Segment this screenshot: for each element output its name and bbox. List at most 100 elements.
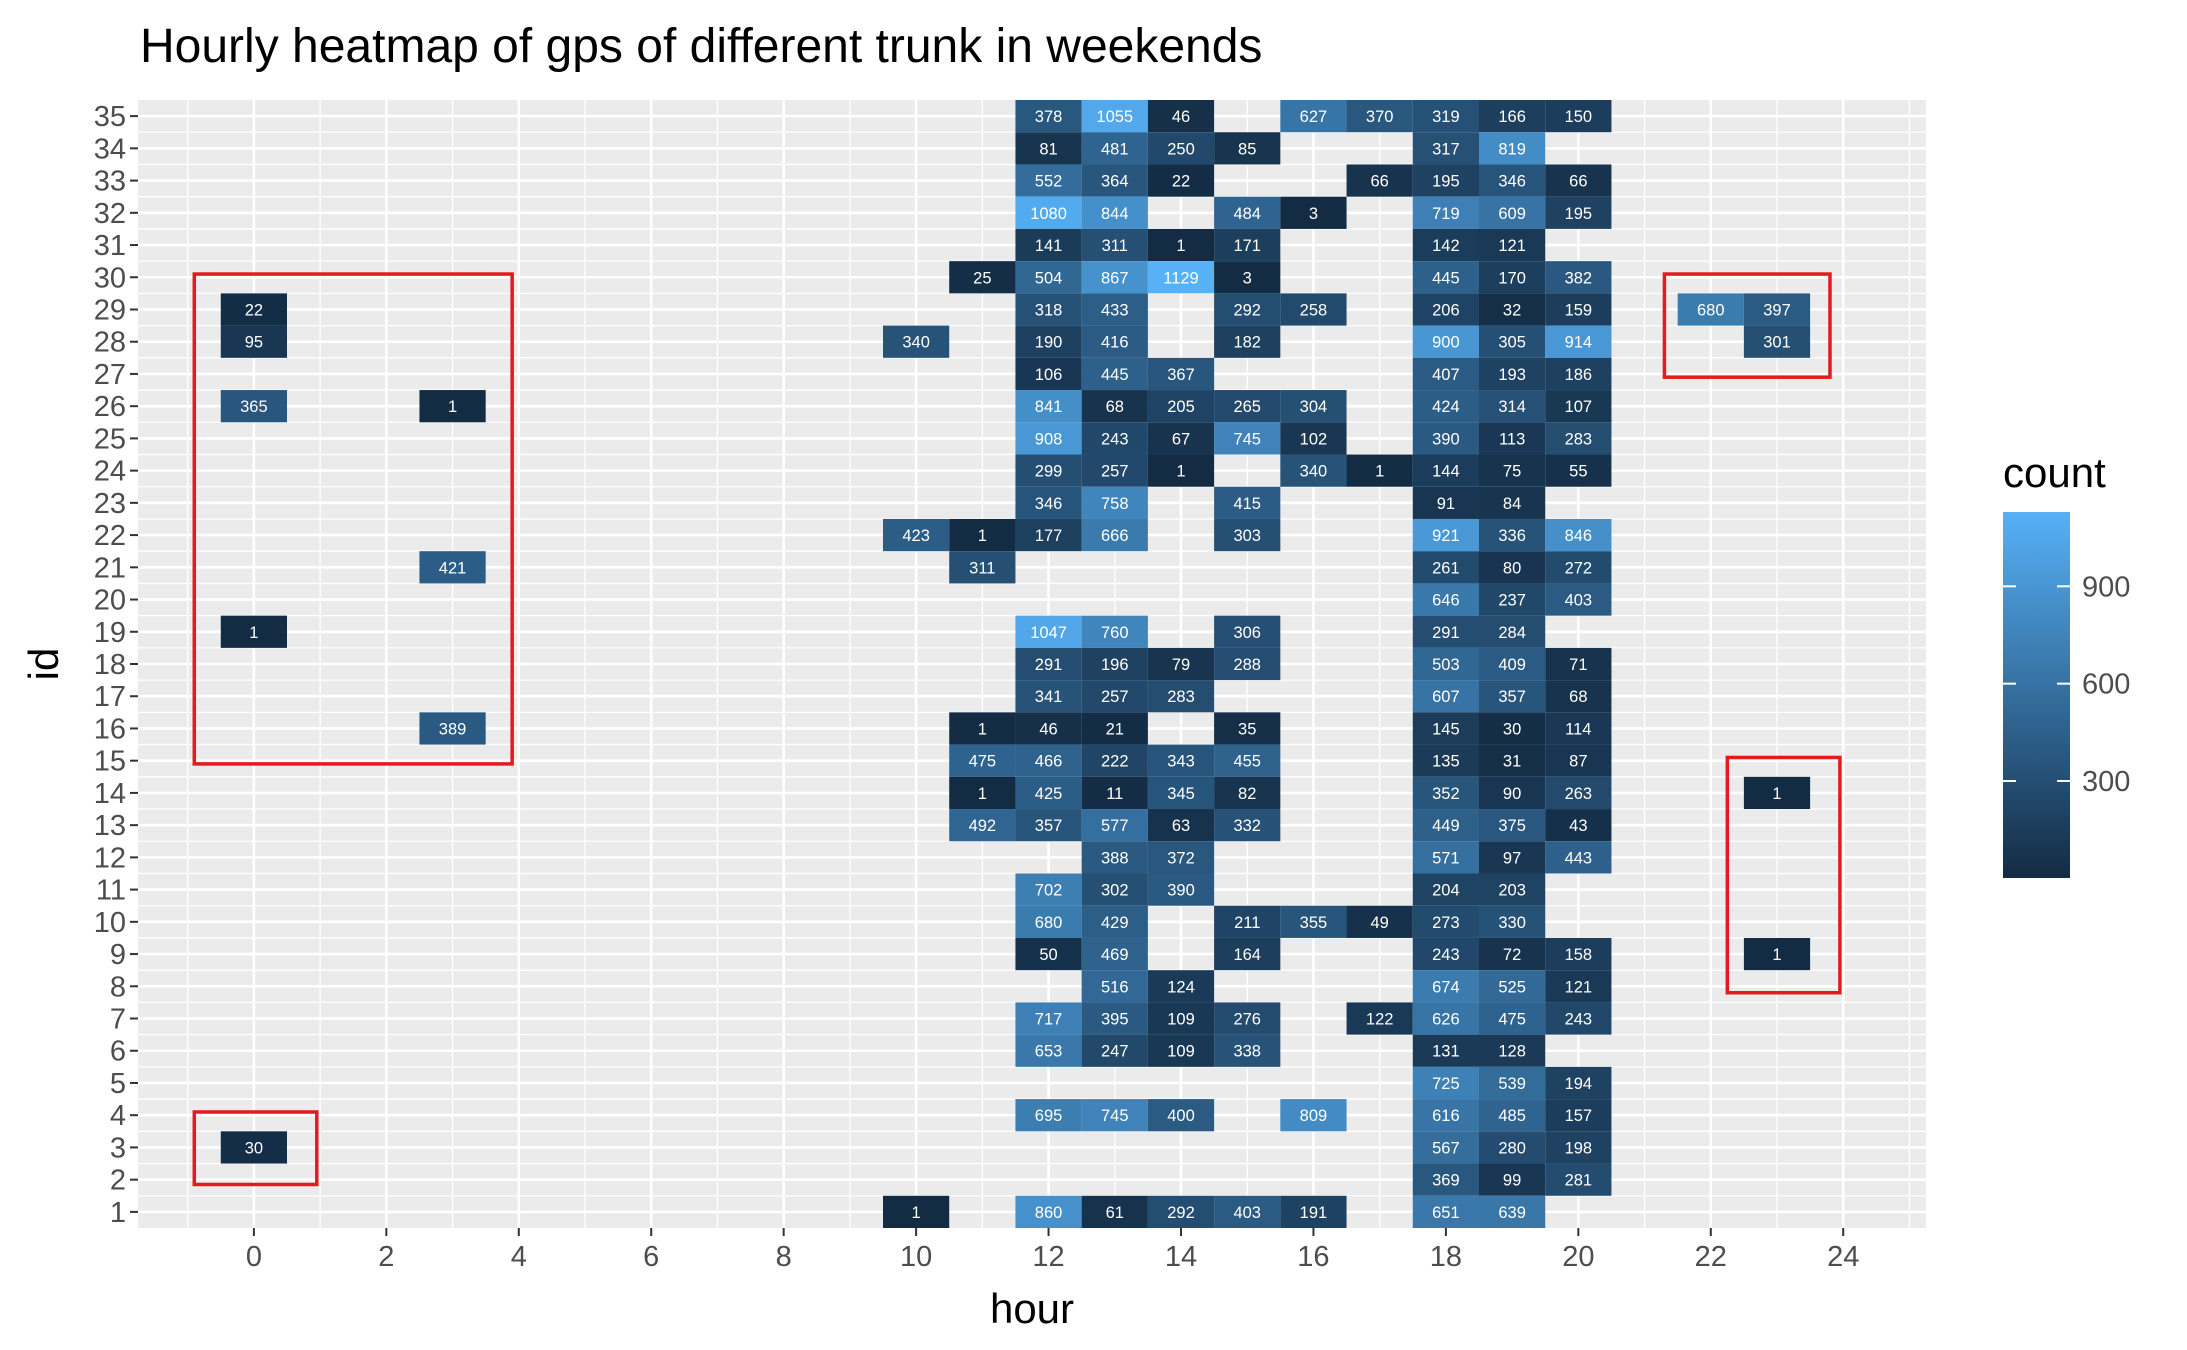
cell-value-label: 921: [1432, 527, 1460, 545]
legend-tick-label: 300: [2082, 766, 2130, 798]
heatmap-cell: [1412, 776, 1479, 810]
cell-value-label: 343: [1167, 753, 1195, 771]
heatmap-cell: [883, 518, 950, 552]
heatmap-cell: [1479, 357, 1546, 391]
cell-value-label: 193: [1498, 366, 1526, 384]
heatmap-cell: [1412, 228, 1479, 262]
heatmap-cell: [1147, 776, 1215, 810]
heatmap-cell: [1015, 357, 1082, 391]
heatmap-cell: [1346, 1002, 1413, 1035]
heatmap-cell: [1147, 647, 1215, 681]
heatmap-cell: [1545, 712, 1612, 745]
cell-value-label: 415: [1233, 495, 1261, 513]
heatmap-cell: [1545, 164, 1612, 197]
y-tick-label: 29: [94, 294, 126, 326]
heatmap-cell: [1412, 261, 1479, 294]
cell-value-label: 318: [1035, 301, 1063, 319]
cell-value-label: 97: [1503, 849, 1521, 867]
cell-value-label: 717: [1035, 1011, 1063, 1029]
cell-value-label: 66: [1370, 173, 1388, 191]
cell-value-label: 284: [1498, 624, 1526, 642]
cell-value-label: 203: [1498, 882, 1526, 900]
heatmap-cell: [949, 261, 1016, 294]
heatmap-cell: [1081, 486, 1148, 519]
cell-value-label: 198: [1565, 1139, 1593, 1157]
heatmap-cell: [1412, 551, 1479, 584]
cell-value-label: 292: [1167, 1204, 1195, 1222]
heatmap-cell: [1081, 454, 1148, 487]
cell-value-label: 492: [969, 817, 997, 835]
heatmap-cell: [1214, 518, 1281, 552]
cell-value-label: 455: [1233, 753, 1261, 771]
cell-value-label: 445: [1101, 366, 1129, 384]
heatmap-cell: [1147, 1099, 1215, 1132]
cell-value-label: 702: [1035, 882, 1063, 900]
y-tick-label: 32: [94, 198, 126, 230]
heatmap-cell: [1412, 937, 1479, 971]
heatmap-cell: [1346, 454, 1413, 487]
cell-value-label: 276: [1233, 1011, 1261, 1029]
heatmap-cell: [1412, 486, 1479, 519]
heatmap-cell: [1015, 1002, 1082, 1035]
heatmap-cell: [1479, 873, 1546, 906]
heatmap-cell: [1015, 422, 1082, 455]
cell-value-label: 352: [1432, 785, 1460, 803]
x-tick-label: 6: [643, 1241, 659, 1273]
heatmap-cell: [1545, 1131, 1612, 1164]
cell-value-label: 443: [1565, 849, 1593, 867]
heatmap-cell: [1479, 132, 1546, 165]
cell-value-label: 552: [1035, 173, 1063, 191]
cell-value-label: 1055: [1096, 108, 1133, 126]
cell-value-label: 841: [1035, 398, 1063, 416]
cell-value-label: 32: [1503, 301, 1521, 319]
cell-value-label: 1: [912, 1204, 921, 1222]
cell-value-label: 469: [1101, 946, 1129, 964]
cell-value-label: 99: [1503, 1172, 1521, 1190]
heatmap-cell: [1412, 615, 1479, 648]
cell-value-label: 1: [978, 527, 987, 545]
y-tick-label: 2: [110, 1165, 126, 1197]
cell-value-label: 164: [1233, 946, 1261, 964]
heatmap-cell: [419, 712, 486, 745]
heatmap-cell: [1214, 809, 1281, 842]
heatmap-cell: [1412, 583, 1479, 616]
heatmap-cell: [1015, 293, 1082, 326]
cell-value-label: 281: [1565, 1172, 1593, 1190]
heatmap-cell: [1147, 100, 1215, 133]
cell-value-label: 90: [1503, 785, 1521, 803]
cell-value-label: 745: [1233, 430, 1261, 448]
cell-value-label: 205: [1167, 398, 1195, 416]
heatmap-cell: [1214, 1195, 1281, 1228]
cell-value-label: 336: [1498, 527, 1526, 545]
y-tick-label: 22: [94, 520, 126, 552]
cell-value-label: 46: [1172, 108, 1190, 126]
cell-value-label: 22: [1172, 173, 1190, 191]
heatmap-cell: [1015, 390, 1082, 423]
heatmap-cell: [1015, 1195, 1082, 1228]
heatmap-cell: [1479, 647, 1546, 681]
cell-value-label: 195: [1432, 173, 1460, 191]
cell-value-label: 1: [1375, 463, 1384, 481]
y-tick-label: 17: [94, 681, 126, 713]
x-tick-label: 24: [1827, 1241, 1859, 1273]
heatmap-cell: [1214, 615, 1281, 648]
cell-value-label: 31: [1503, 753, 1521, 771]
heatmap-cell: [1545, 970, 1612, 1003]
x-tick-label: 20: [1562, 1241, 1594, 1273]
cell-value-label: 158: [1565, 946, 1593, 964]
cell-value-label: 80: [1503, 559, 1521, 577]
cell-value-label: 370: [1366, 108, 1394, 126]
heatmap-cell: [1081, 776, 1148, 810]
y-tick-label: 7: [110, 1004, 126, 1036]
y-tick-label: 10: [94, 907, 126, 939]
heatmap-cell: [1015, 873, 1082, 906]
heatmap-cell: [1081, 841, 1148, 874]
heatmap-cell: [1346, 905, 1413, 938]
heatmap-cell-labels: 2295365130142138934042312513111475149237…: [240, 108, 1791, 1222]
heatmap-cell: [1743, 776, 1811, 810]
cell-value-label: 908: [1035, 430, 1063, 448]
heatmap-cell: [1545, 1099, 1612, 1132]
cell-value-label: 719: [1432, 205, 1460, 223]
x-axis-title: hour: [990, 1285, 1074, 1332]
heatmap-cell: [1081, 873, 1148, 906]
